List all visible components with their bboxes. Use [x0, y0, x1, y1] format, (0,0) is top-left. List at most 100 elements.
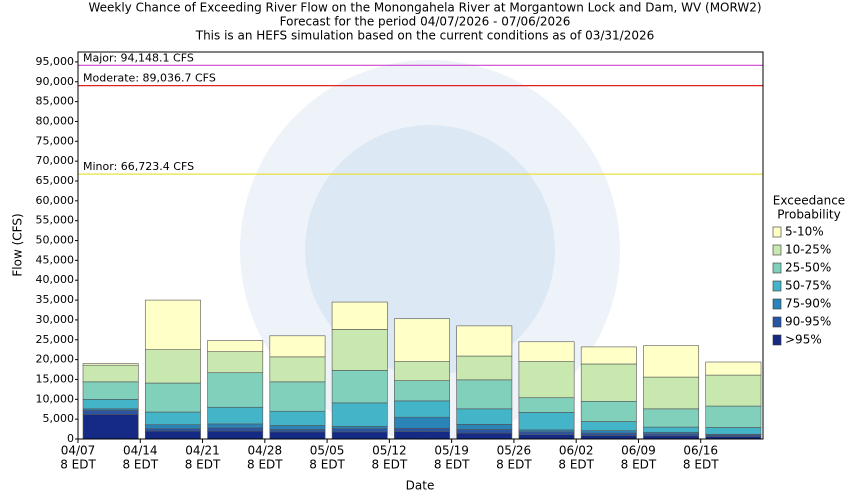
bar-segment [331, 329, 388, 371]
bar-segment [144, 349, 201, 384]
x-tick-label: 8 EDT [621, 458, 657, 472]
bar-segment [331, 402, 388, 427]
bar-segment [144, 299, 201, 350]
chart-subtitle: This is an HEFS simulation based on the … [195, 29, 655, 43]
bar-segment [331, 301, 388, 330]
bar-segment [82, 381, 139, 400]
y-tick-label: 40,000 [36, 273, 75, 286]
x-tick-label: 06/02 [559, 444, 594, 458]
y-tick-label: 95,000 [36, 55, 75, 68]
bar-segment [643, 426, 700, 433]
bar-segment [518, 431, 575, 435]
bar-segment [269, 356, 326, 383]
y-tick-label: 85,000 [36, 95, 75, 108]
bar-segment [269, 429, 326, 433]
bar-segment [643, 376, 700, 410]
bar-segment [580, 363, 637, 402]
bar-segment [580, 430, 637, 434]
legend-swatch [772, 226, 782, 238]
bar-segment [580, 421, 637, 431]
bar-segment [456, 408, 513, 425]
x-tick-label: 8 EDT [185, 458, 221, 472]
bar-segment [82, 363, 139, 366]
bar-segment [207, 430, 264, 440]
legend-swatch [772, 316, 782, 328]
x-tick-label: 8 EDT [372, 458, 408, 472]
legend-label: 10-25% [785, 243, 831, 257]
bar-segment [82, 399, 139, 410]
chart-title: Weekly Chance of Exceeding River Flow on… [88, 1, 761, 15]
y-tick-label: 15,000 [36, 372, 75, 385]
y-tick-label: 30,000 [36, 313, 75, 326]
bar-segment [144, 411, 201, 426]
legend-title: Exceedance [773, 194, 845, 208]
legend-label: 90-95% [785, 315, 831, 329]
bar-segment [207, 423, 264, 429]
bar-segment [518, 341, 575, 362]
bar-segment [456, 379, 513, 410]
bar-segment [580, 346, 637, 365]
x-tick-label: 05/19 [434, 444, 469, 458]
threshold-label: Minor: 66,723.4 CFS [83, 160, 194, 173]
y-tick-label: 10,000 [36, 392, 75, 405]
y-tick-label: 50,000 [36, 234, 75, 247]
bar-segment [82, 364, 139, 383]
bar-segment [207, 372, 264, 408]
bar-segment [82, 414, 139, 440]
threshold-label: Moderate: 89,036.7 CFS [83, 72, 216, 85]
bar-segment [331, 425, 388, 429]
legend-label: >95% [785, 333, 822, 347]
y-tick-label: 65,000 [36, 174, 75, 187]
legend-swatch [772, 244, 782, 256]
bar-segment [394, 380, 450, 402]
x-tick-label: 8 EDT [496, 458, 532, 472]
bar-segment [518, 397, 575, 413]
x-tick-label: 06/16 [683, 444, 718, 458]
x-tick-label: 04/07 [61, 444, 96, 458]
legend-label: 75-90% [785, 297, 831, 311]
bar-segment [580, 432, 637, 436]
bar-segment [207, 340, 264, 352]
bar-segment [331, 428, 388, 433]
x-tick-label: 05/05 [310, 444, 345, 458]
bar-segment [269, 410, 326, 426]
bar-segment [580, 435, 637, 440]
legend-swatch [772, 262, 782, 274]
legend-label: 5-10% [785, 225, 824, 239]
bar-segment [82, 410, 139, 415]
bar-segment [456, 432, 513, 440]
x-tick-label: 04/14 [123, 444, 158, 458]
bar-segment [456, 429, 513, 434]
bar-segment [456, 424, 513, 430]
bar-segment [394, 427, 450, 432]
bar-segment [456, 355, 513, 381]
y-tick-label: 20,000 [36, 353, 75, 366]
legend-swatch [772, 298, 782, 310]
y-tick-label: 0 [67, 432, 74, 445]
bar-segment [394, 318, 450, 362]
threshold-label: Major: 94,148.1 CFS [83, 51, 194, 64]
bar-segment [144, 382, 201, 413]
bar-segment [331, 431, 388, 440]
bar-segment [394, 431, 450, 440]
y-tick-label: 60,000 [36, 194, 75, 207]
bar-segment [580, 400, 637, 422]
x-tick-label: 05/26 [497, 444, 532, 458]
bar-segment [269, 335, 326, 358]
bar-segment [394, 361, 450, 381]
x-tick-label: 8 EDT [683, 458, 719, 472]
x-tick-label: 8 EDT [122, 458, 158, 472]
bar-segment [144, 424, 201, 429]
bar-segment [331, 370, 388, 404]
y-tick-label: 5,000 [43, 412, 75, 425]
bar-segment [643, 408, 700, 428]
bar-segment [518, 412, 575, 431]
legend-label: 50-75% [785, 279, 831, 293]
bar-segment [518, 434, 575, 440]
y-tick-label: 75,000 [36, 134, 75, 147]
y-tick-label: 80,000 [36, 114, 75, 127]
x-axis-label: Date [406, 479, 435, 493]
x-tick-label: 05/12 [372, 444, 407, 458]
legend-swatch [772, 280, 782, 292]
